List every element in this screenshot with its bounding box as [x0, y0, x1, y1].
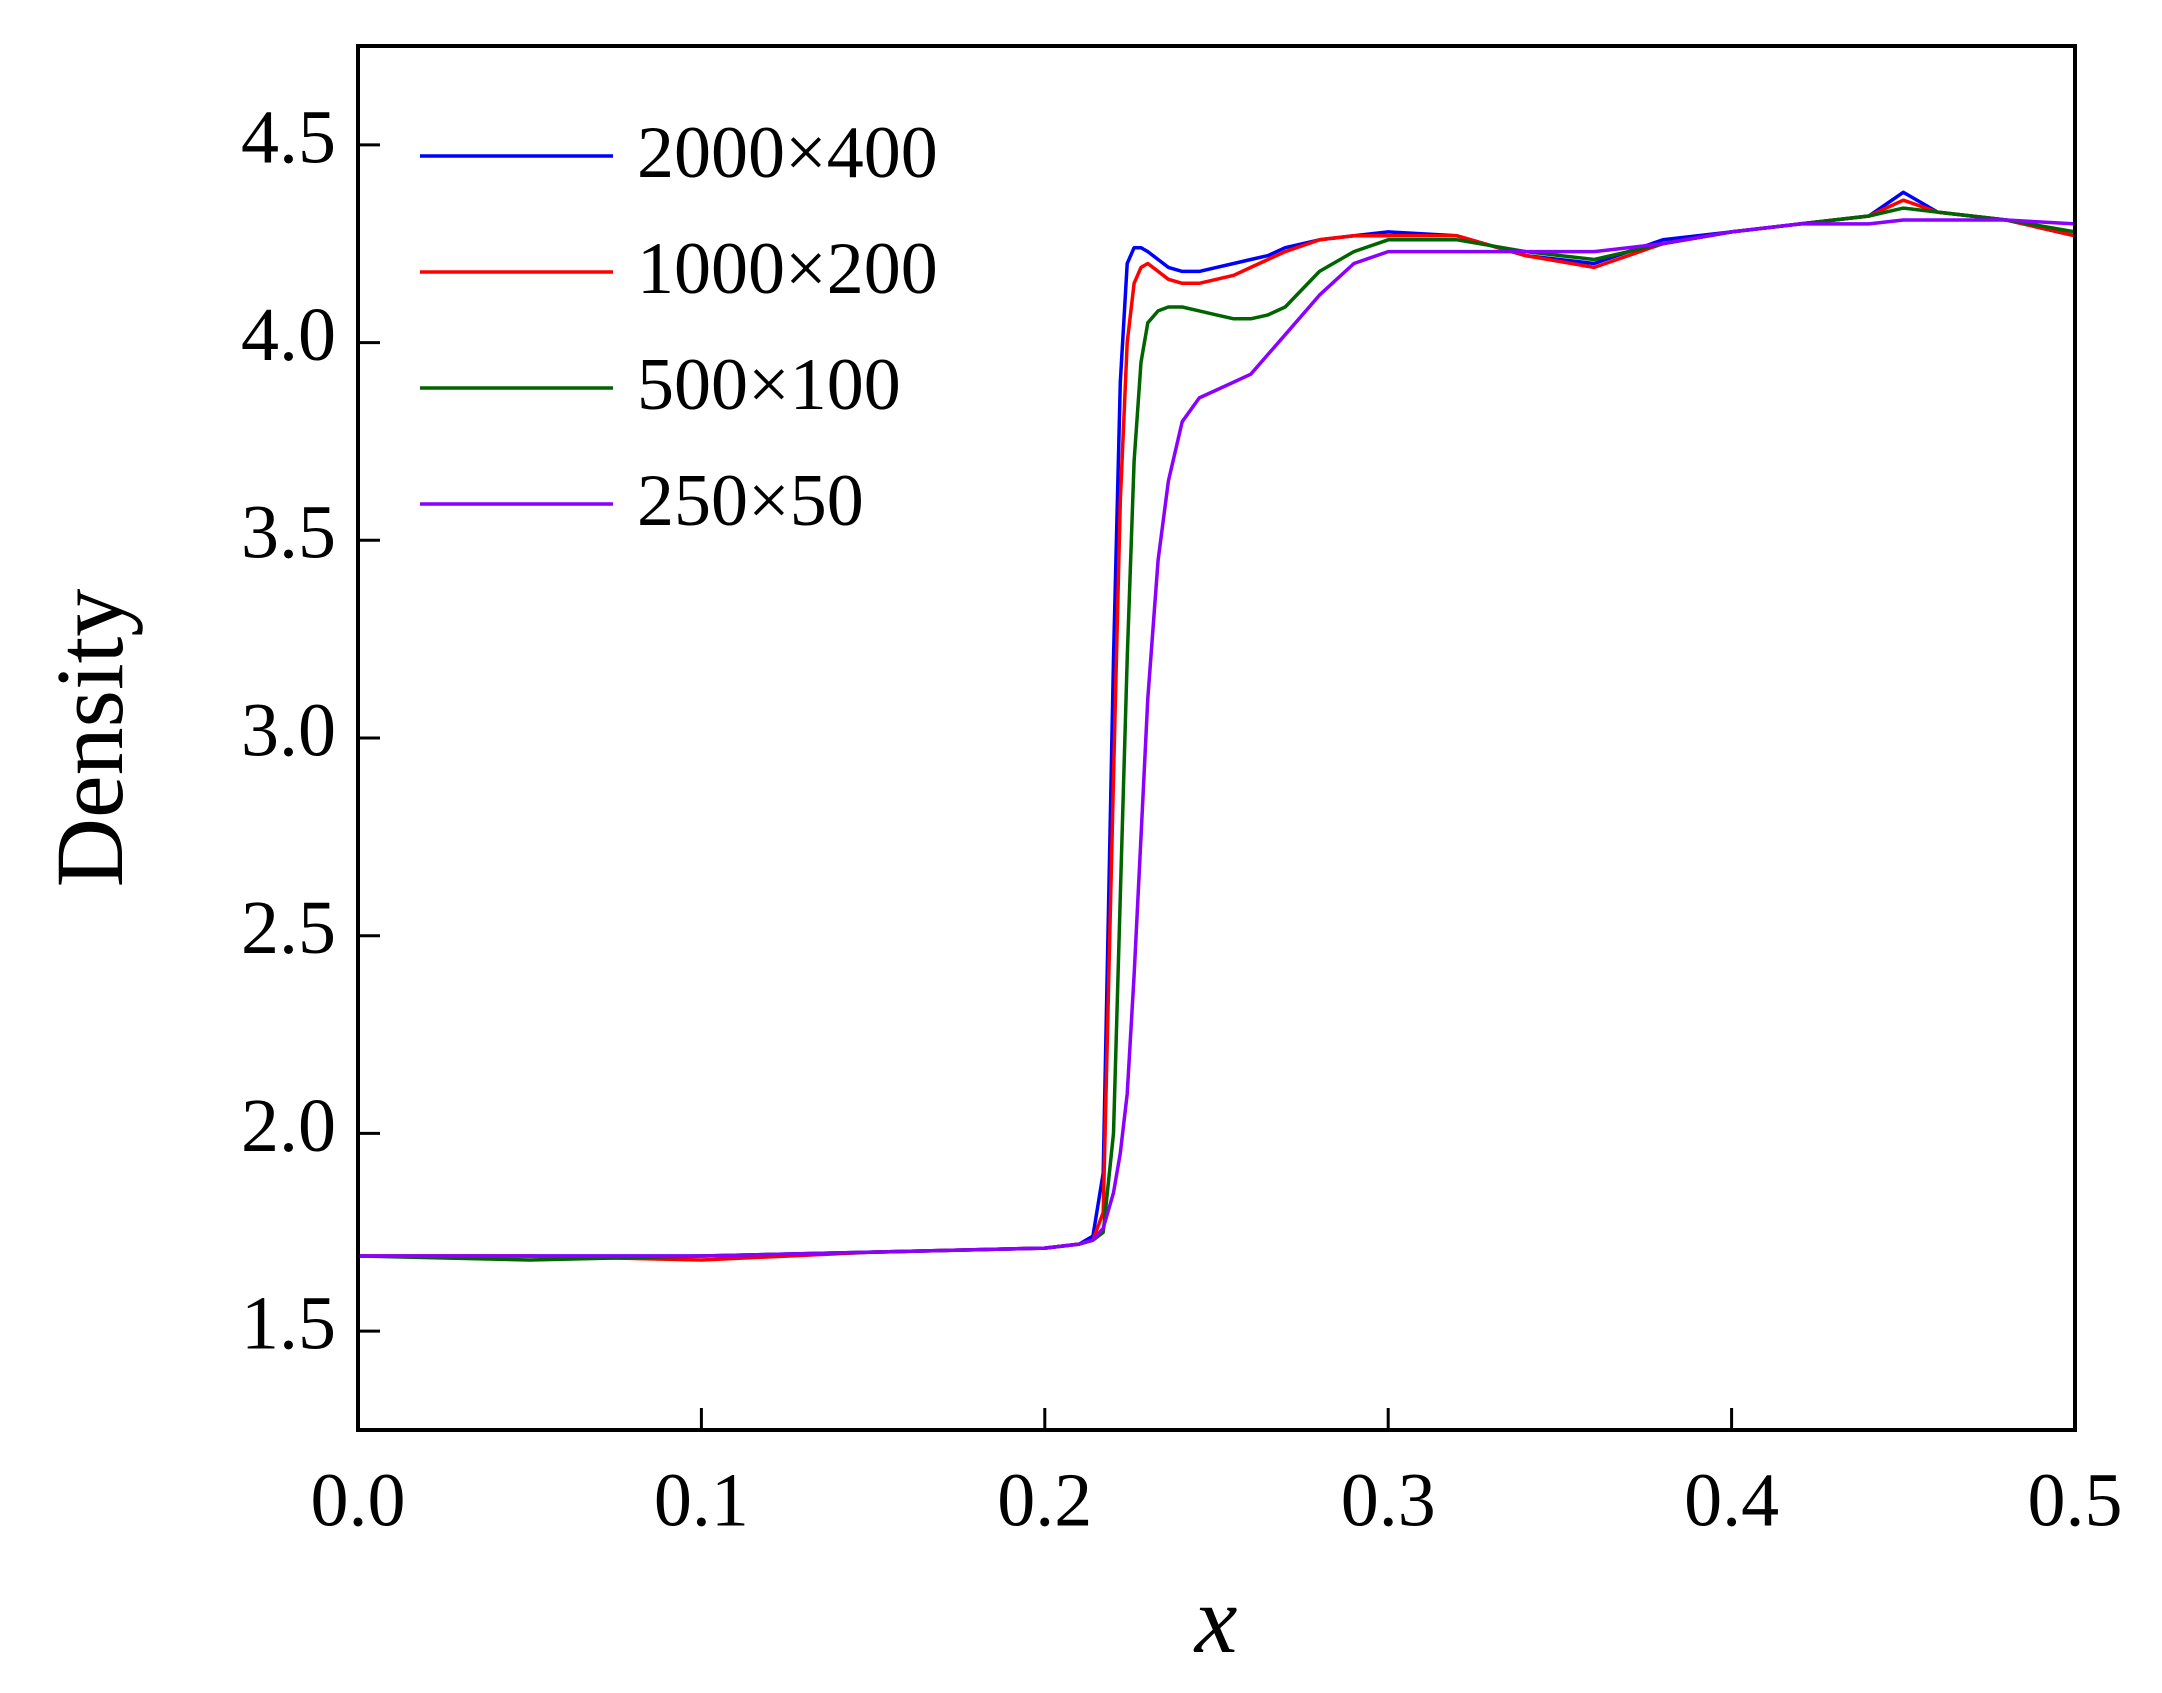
- x-tick-label: 0.0: [311, 1458, 406, 1542]
- y-tick-label: 2.5: [241, 886, 336, 970]
- x-tick-label: 0.4: [1684, 1458, 1779, 1542]
- x-axis-label: x: [1193, 1566, 1238, 1673]
- y-tick-label: 1.5: [241, 1282, 336, 1366]
- series-line: [358, 198, 2076, 1262]
- x-tick-label: 0.5: [2028, 1458, 2123, 1542]
- y-tick-label: 4.0: [241, 293, 336, 377]
- y-tick-label: 2.0: [241, 1084, 336, 1168]
- series-line: [358, 218, 2076, 1258]
- plot-frame: [356, 44, 2077, 1432]
- x-tick-label: 0.2: [997, 1458, 1092, 1542]
- legend-label: 1000×200: [637, 228, 938, 310]
- y-tick-label: 4.5: [241, 95, 336, 179]
- y-tick-label: 3.0: [241, 688, 336, 772]
- series-line: [358, 190, 2076, 1258]
- legend-label: 250×50: [637, 460, 864, 542]
- x-tick-label: 0.3: [1341, 1458, 1436, 1542]
- y-tick-label: 3.5: [241, 491, 336, 575]
- legend-label: 500×100: [637, 344, 901, 426]
- x-tick-label: 0.1: [654, 1458, 749, 1542]
- y-axis-label: Density: [36, 589, 143, 888]
- series-line: [357, 206, 2076, 1262]
- legend-label: 2000×400: [637, 112, 938, 194]
